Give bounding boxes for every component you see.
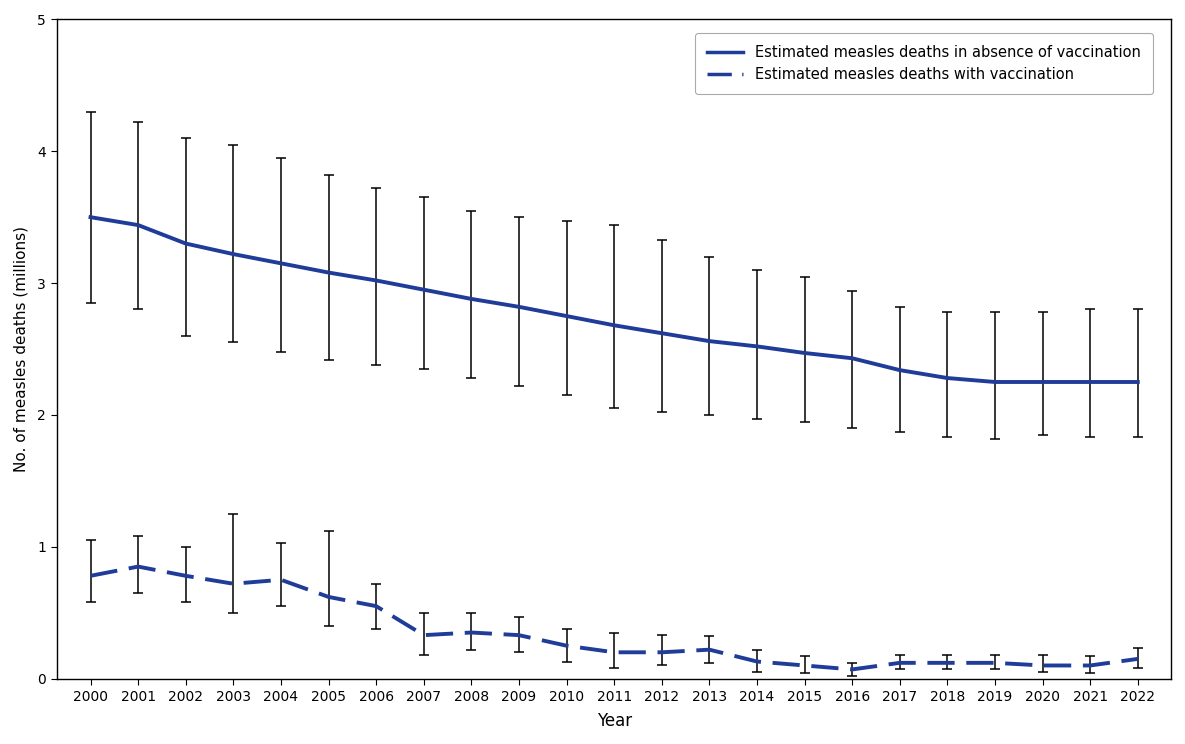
Legend: Estimated measles deaths in absence of vaccination, Estimated measles deaths wit: Estimated measles deaths in absence of v…: [696, 33, 1153, 94]
Estimated measles deaths with vaccination: [132, 562, 146, 571]
Estimated measles deaths in absence of vaccination: [465, 295, 479, 304]
Estimated measles deaths with vaccination: [654, 648, 668, 657]
Estimated measles deaths in absence of vaccination: [654, 329, 668, 338]
Estimated measles deaths with vaccination: [417, 631, 431, 640]
Estimated measles deaths with vaccination: [703, 645, 717, 654]
Estimated measles deaths with vaccination: [845, 665, 859, 674]
Estimated measles deaths in absence of vaccination: [83, 213, 97, 222]
Estimated measles deaths in absence of vaccination: [845, 354, 859, 363]
Line: Estimated measles deaths with vaccination: Estimated measles deaths with vaccinatio…: [90, 567, 1138, 670]
Estimated measles deaths in absence of vaccination: [940, 373, 954, 382]
X-axis label: Year: Year: [596, 712, 632, 730]
Estimated measles deaths with vaccination: [988, 658, 1003, 667]
Estimated measles deaths in absence of vaccination: [1036, 377, 1050, 386]
Estimated measles deaths with vaccination: [750, 657, 764, 666]
Estimated measles deaths with vaccination: [1036, 661, 1050, 670]
Estimated measles deaths with vaccination: [274, 575, 288, 584]
Estimated measles deaths in absence of vaccination: [559, 312, 574, 321]
Estimated measles deaths with vaccination: [892, 658, 907, 667]
Estimated measles deaths with vaccination: [1083, 661, 1097, 670]
Estimated measles deaths in absence of vaccination: [988, 377, 1003, 386]
Estimated measles deaths in absence of vaccination: [179, 239, 193, 248]
Line: Estimated measles deaths in absence of vaccination: Estimated measles deaths in absence of v…: [90, 217, 1138, 382]
Estimated measles deaths with vaccination: [369, 602, 383, 611]
Estimated measles deaths in absence of vaccination: [512, 302, 526, 311]
Y-axis label: No. of measles deaths (millions): No. of measles deaths (millions): [14, 226, 28, 472]
Estimated measles deaths in absence of vaccination: [274, 259, 288, 268]
Estimated measles deaths in absence of vaccination: [703, 336, 717, 345]
Estimated measles deaths in absence of vaccination: [417, 285, 431, 294]
Estimated measles deaths with vaccination: [559, 641, 574, 650]
Estimated measles deaths in absence of vaccination: [369, 276, 383, 285]
Estimated measles deaths with vaccination: [1130, 655, 1145, 664]
Estimated measles deaths in absence of vaccination: [226, 250, 241, 259]
Estimated measles deaths in absence of vaccination: [607, 321, 621, 330]
Estimated measles deaths in absence of vaccination: [892, 365, 907, 374]
Estimated measles deaths in absence of vaccination: [1083, 377, 1097, 386]
Estimated measles deaths in absence of vaccination: [750, 342, 764, 351]
Estimated measles deaths with vaccination: [321, 592, 335, 601]
Estimated measles deaths with vaccination: [83, 571, 97, 580]
Estimated measles deaths with vaccination: [512, 631, 526, 640]
Estimated measles deaths with vaccination: [798, 661, 812, 670]
Estimated measles deaths in absence of vaccination: [321, 268, 335, 277]
Estimated measles deaths in absence of vaccination: [798, 348, 812, 357]
Estimated measles deaths with vaccination: [607, 648, 621, 657]
Estimated measles deaths with vaccination: [940, 658, 954, 667]
Estimated measles deaths with vaccination: [465, 628, 479, 637]
Estimated measles deaths with vaccination: [226, 580, 241, 589]
Estimated measles deaths with vaccination: [179, 571, 193, 580]
Estimated measles deaths in absence of vaccination: [1130, 377, 1145, 386]
Estimated measles deaths in absence of vaccination: [132, 221, 146, 230]
